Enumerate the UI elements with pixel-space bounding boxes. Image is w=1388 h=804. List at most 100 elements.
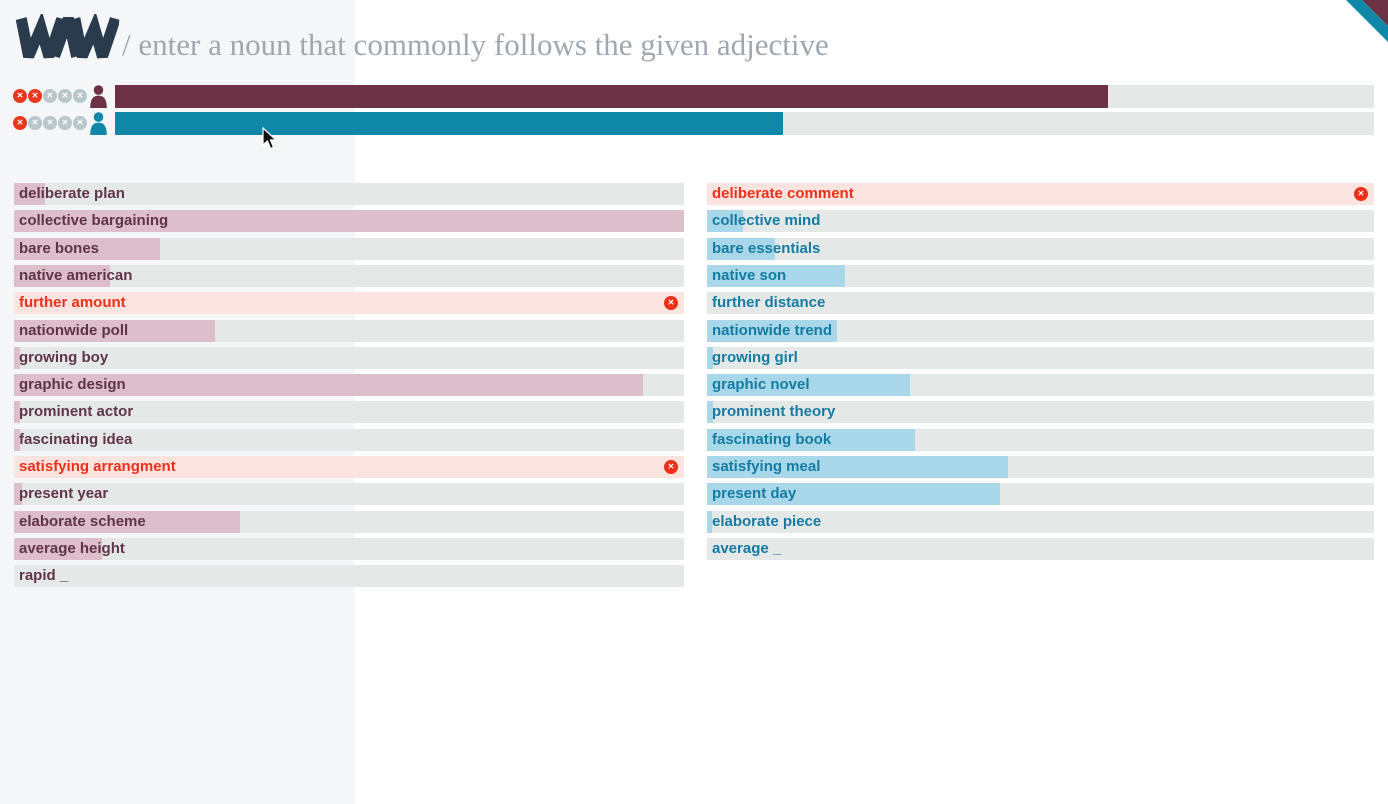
strike-unused-icon: ✕ bbox=[28, 116, 42, 130]
word-pair-label: prominent theory bbox=[712, 403, 836, 420]
word-pair-label: graphic design bbox=[19, 376, 126, 393]
strike-unused-icon: ✕ bbox=[73, 116, 87, 130]
word-pair-label: deliberate comment bbox=[712, 185, 854, 202]
word-input-row[interactable]: rapid _ bbox=[14, 565, 684, 587]
word-row: prominent theory bbox=[707, 401, 1374, 423]
word-row: deliberate plan bbox=[14, 183, 684, 205]
word-pair-label: present year bbox=[19, 485, 109, 502]
player-2-icon bbox=[87, 112, 110, 135]
word-frequency-fill bbox=[707, 320, 837, 342]
word-frequency-fill bbox=[14, 511, 240, 533]
word-pair-label: further distance bbox=[712, 294, 826, 311]
strike-unused-icon: ✕ bbox=[43, 116, 57, 130]
player-1-strikes: ✕ ✕ ✕ ✕ ✕ bbox=[13, 89, 88, 103]
word-row: growing girl bbox=[707, 347, 1374, 369]
word-pair-label: nationwide trend bbox=[712, 322, 832, 339]
waw-logo: WAW bbox=[12, 11, 121, 62]
player-2-progress-track bbox=[115, 112, 1374, 135]
player-2-strikes: ✕ ✕ ✕ ✕ ✕ bbox=[13, 116, 88, 130]
word-pair-label: fascinating idea bbox=[19, 431, 133, 448]
word-row: collective mind bbox=[707, 210, 1374, 232]
word-pair-label: graphic novel bbox=[712, 376, 810, 393]
strike-unused-icon: ✕ bbox=[73, 89, 87, 103]
word-pair-label: rapid _ bbox=[19, 567, 69, 584]
word-pair-label: satisfying arrangment bbox=[19, 458, 176, 475]
word-row: elaborate piece bbox=[707, 511, 1374, 533]
word-frequency-fill bbox=[707, 429, 915, 451]
wrong-answer-icon: ✕ bbox=[664, 460, 678, 474]
word-pair-label: average _ bbox=[712, 540, 782, 557]
word-row: elaborate scheme bbox=[14, 511, 684, 533]
word-pair-label: bare bones bbox=[19, 240, 100, 257]
word-frequency-fill bbox=[14, 238, 160, 260]
word-pair-label: bare essentials bbox=[712, 240, 821, 257]
word-frequency-fill bbox=[707, 265, 845, 287]
word-frequency-fill bbox=[14, 401, 20, 423]
word-row: graphic design bbox=[14, 374, 684, 396]
word-row: ✕ further amount bbox=[14, 292, 684, 314]
word-row: native american bbox=[14, 265, 684, 287]
strike-unused-icon: ✕ bbox=[58, 116, 72, 130]
word-frequency-fill bbox=[707, 483, 1000, 505]
word-row: ✕ deliberate comment bbox=[707, 183, 1374, 205]
word-frequency-fill bbox=[14, 374, 643, 396]
word-row: graphic novel bbox=[707, 374, 1374, 396]
word-row: further distance bbox=[707, 292, 1374, 314]
word-frequency-fill bbox=[14, 210, 684, 232]
word-frequency-fill bbox=[707, 238, 775, 260]
wrong-answer-icon: ✕ bbox=[1354, 187, 1368, 201]
word-frequency-fill bbox=[707, 374, 910, 396]
player-2-word-list: ✕ deliberate comment collective mind bare e… bbox=[707, 183, 1374, 603]
word-pair-label: growing boy bbox=[19, 349, 109, 366]
mouse-cursor-icon bbox=[262, 127, 278, 150]
word-row: satisfying meal bbox=[707, 456, 1374, 478]
word-frequency-fill bbox=[14, 265, 110, 287]
word-row: native son bbox=[707, 265, 1374, 287]
word-row: nationwide trend bbox=[707, 320, 1374, 342]
word-frequency-fill bbox=[14, 483, 22, 505]
player-1-progress-track bbox=[115, 85, 1374, 108]
word-row: bare essentials bbox=[707, 238, 1374, 260]
word-row: present day bbox=[707, 483, 1374, 505]
player-1-score-row: ✕ ✕ ✕ ✕ ✕ bbox=[13, 85, 1383, 108]
waw-logo-glyph bbox=[15, 11, 121, 59]
word-frequency-fill bbox=[14, 429, 20, 451]
word-frequency-fill bbox=[14, 183, 45, 205]
word-row: growing boy bbox=[14, 347, 684, 369]
word-row: ✕ satisfying arrangment bbox=[14, 456, 684, 478]
corner-ribbon-icon bbox=[1346, 0, 1388, 42]
player-2-progress-fill bbox=[115, 112, 783, 135]
word-frequency-fill bbox=[707, 456, 1008, 478]
word-pair-label: growing girl bbox=[712, 349, 798, 366]
strike-used-icon: ✕ bbox=[13, 116, 27, 130]
word-pair-label: present day bbox=[712, 485, 797, 502]
wrong-answer-icon: ✕ bbox=[664, 296, 678, 310]
player-1-progress-fill bbox=[115, 85, 1108, 108]
word-pair-label: collective bargaining bbox=[19, 212, 169, 229]
word-input-row[interactable]: average _ bbox=[707, 538, 1374, 560]
word-frequency-fill bbox=[14, 320, 215, 342]
player-2-score-row: ✕ ✕ ✕ ✕ ✕ bbox=[13, 112, 1383, 135]
word-pair-label: elaborate piece bbox=[712, 513, 822, 530]
strike-unused-icon: ✕ bbox=[58, 89, 72, 103]
word-row: present year bbox=[14, 483, 684, 505]
word-row: nationwide poll bbox=[14, 320, 684, 342]
word-frequency-fill bbox=[14, 347, 20, 369]
word-pair-label: elaborate scheme bbox=[19, 513, 146, 530]
word-pair-label: native american bbox=[19, 267, 133, 284]
word-row: bare bones bbox=[14, 238, 684, 260]
word-pair-label: collective mind bbox=[712, 212, 821, 229]
word-frequency-fill bbox=[14, 538, 102, 560]
strike-used-icon: ✕ bbox=[13, 89, 27, 103]
word-frequency-fill bbox=[707, 401, 713, 423]
word-pair-label: fascinating book bbox=[712, 431, 832, 448]
word-row: fascinating idea bbox=[14, 429, 684, 451]
word-frequency-fill bbox=[707, 210, 743, 232]
word-row: average height bbox=[14, 538, 684, 560]
word-pair-label: satisfying meal bbox=[712, 458, 821, 475]
player-1-icon bbox=[87, 85, 110, 108]
word-row: prominent actor bbox=[14, 401, 684, 423]
word-pair-label: average height bbox=[19, 540, 125, 557]
word-pair-label: native son bbox=[712, 267, 787, 284]
strike-used-icon: ✕ bbox=[28, 89, 42, 103]
